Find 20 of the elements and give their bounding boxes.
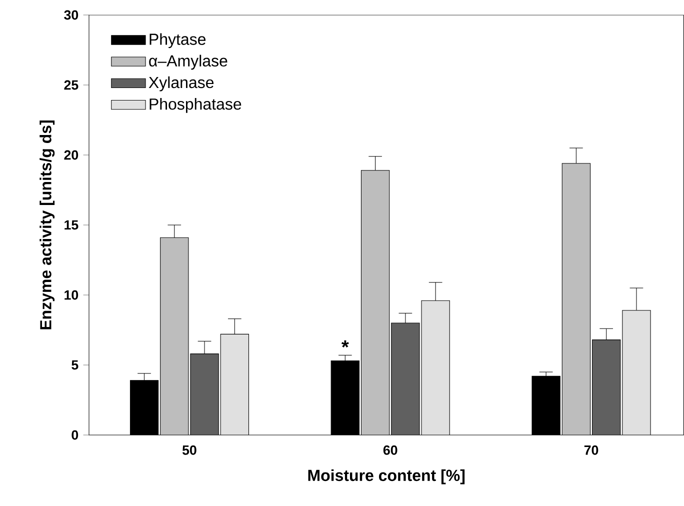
bar	[360, 170, 390, 435]
legend-label: Xylanase	[148, 76, 214, 92]
y-tick-label: 10	[64, 290, 78, 300]
y-tick-label: 30	[64, 10, 78, 20]
x-tick-label: 60	[383, 445, 398, 455]
y-axis-title: Enzyme activity [units/g ds]	[40, 120, 55, 330]
x-tick-label: 50	[182, 445, 196, 455]
legend-label: α–Amylase	[149, 54, 228, 70]
bar	[160, 237, 189, 435]
x-tick-label: 70	[584, 445, 598, 455]
x-axis-title: Moisture content [%]	[308, 469, 465, 484]
annotation: *	[341, 340, 349, 348]
y-tick-label: 25	[64, 80, 78, 90]
legend-label: Phytase	[150, 33, 206, 48]
y-tick-label: 15	[64, 220, 78, 230]
bar	[562, 163, 591, 435]
y-tick-label: 20	[64, 150, 78, 160]
y-tick-label: 0	[72, 430, 78, 440]
y-tick-label: 5	[72, 360, 78, 370]
legend-label: Phosphatase	[150, 98, 242, 113]
